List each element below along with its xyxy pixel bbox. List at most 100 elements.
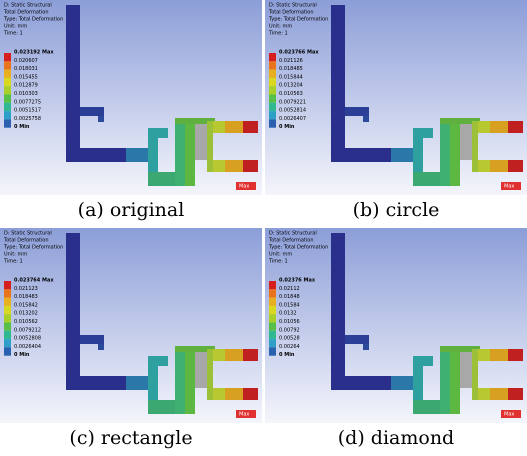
mesh-part	[243, 349, 258, 361]
mesh-part	[423, 356, 433, 366]
legend-label: 0.018031	[14, 66, 38, 72]
legend-label: 0.01056	[279, 319, 300, 325]
header-line: Time: 1	[268, 259, 288, 265]
mesh-part	[450, 118, 460, 186]
mesh-part	[225, 388, 243, 400]
mesh-part	[243, 160, 258, 172]
caption: (d) diamond	[265, 427, 527, 449]
legend-label: 0.015842	[14, 302, 38, 308]
mesh-part	[423, 128, 433, 138]
legend-label: 0 Min	[14, 124, 30, 130]
legend-label: 0.020607	[14, 58, 38, 64]
mesh-part	[472, 121, 478, 172]
legend-label: 0.010563	[279, 91, 303, 97]
legend-label: 0.01584	[279, 302, 300, 308]
legend-swatch	[4, 347, 11, 355]
mesh-part	[66, 5, 80, 162]
legend-swatch	[269, 95, 276, 103]
legend-label: 0.023766 Max	[279, 50, 319, 56]
mesh-part	[363, 344, 369, 350]
legend-label: 0.0052814	[279, 108, 306, 114]
header-line: Total Deformation	[3, 10, 49, 16]
mesh-part	[80, 335, 104, 344]
mesh-part	[225, 121, 243, 133]
legend-swatch	[269, 111, 276, 119]
legend-label: 0.015455	[14, 74, 38, 80]
mesh-part	[98, 116, 104, 122]
mesh-part	[175, 346, 185, 414]
legend-label: 0 Min	[279, 352, 295, 358]
mesh-part	[195, 352, 207, 388]
mesh-part	[126, 376, 150, 390]
header-line: D: Static Structural	[269, 231, 317, 237]
legend-label: 0.00264	[279, 344, 300, 350]
legend-swatch	[4, 339, 11, 347]
legend-swatch	[269, 314, 276, 322]
legend-label: 0.02376 Max	[279, 278, 316, 284]
mesh-part	[331, 233, 345, 390]
mesh-part	[207, 349, 213, 400]
legend-swatch	[4, 53, 11, 61]
mesh-part	[508, 388, 523, 400]
header-line: Total Deformation	[268, 10, 314, 16]
mesh-part	[490, 121, 508, 133]
header-line: Time: 1	[3, 259, 23, 265]
mesh-part	[345, 107, 369, 116]
mesh-part	[175, 118, 185, 186]
mesh-part	[243, 121, 258, 133]
legend-label: 0.0077275	[14, 99, 41, 105]
max-tag: Max	[239, 184, 249, 190]
header-line: Time: 1	[268, 31, 288, 37]
legend-label: 0.013204	[279, 83, 303, 89]
mesh-part	[490, 388, 508, 400]
legend-swatch	[269, 61, 276, 69]
legend-swatch	[4, 95, 11, 103]
mesh-part	[391, 376, 415, 390]
legend-label: 0.023192 Max	[14, 50, 54, 56]
header-line: Type: Total Deformation	[268, 17, 328, 23]
mesh-part	[508, 349, 523, 361]
legend-label: 0.018485	[279, 66, 303, 72]
mesh-part	[508, 160, 523, 172]
fea-screenshot: D: Static StructuralTotal DeformationTyp…	[0, 0, 262, 195]
mesh-part	[195, 124, 207, 160]
mesh-part	[207, 121, 213, 172]
mesh-part	[490, 160, 508, 172]
max-tag: Max	[504, 412, 514, 418]
legend-label: 0.010562	[14, 319, 38, 325]
mesh-part	[450, 346, 460, 414]
mesh-part	[472, 349, 478, 400]
legend-swatch	[269, 70, 276, 78]
legend-label: 0.0079212	[14, 327, 41, 333]
fea-screenshot: D: Static StructuralTotal DeformationTyp…	[0, 228, 262, 423]
legend-label: 0.00792	[279, 327, 300, 333]
legend-swatch	[4, 323, 11, 331]
header-line: Total Deformation	[3, 238, 49, 244]
legend-swatch	[4, 298, 11, 306]
legend-swatch	[269, 331, 276, 339]
mesh-part	[490, 349, 508, 361]
legend-label: 0.02112	[279, 286, 300, 292]
caption: (b) circle	[265, 199, 527, 221]
header-line: Unit: mm	[269, 252, 292, 258]
mesh-part	[225, 349, 243, 361]
legend-swatch	[269, 78, 276, 86]
legend-swatch	[269, 323, 276, 331]
legend-swatch	[4, 306, 11, 314]
mesh-part	[66, 376, 126, 390]
mesh-part	[363, 116, 369, 122]
mesh-part	[126, 148, 150, 162]
legend-swatch	[4, 86, 11, 94]
legend-swatch	[4, 111, 11, 119]
legend-label: 0.01848	[279, 294, 300, 300]
header-line: Time: 1	[3, 31, 23, 37]
legend-label: 0.0132	[279, 311, 297, 317]
header-line: Unit: mm	[4, 24, 27, 30]
header-line: Unit: mm	[4, 252, 27, 258]
mesh-part	[331, 148, 391, 162]
header-line: D: Static Structural	[269, 3, 317, 9]
header-line: Type: Total Deformation	[3, 245, 63, 251]
legend-swatch	[269, 281, 276, 289]
header-line: Type: Total Deformation	[3, 17, 63, 23]
